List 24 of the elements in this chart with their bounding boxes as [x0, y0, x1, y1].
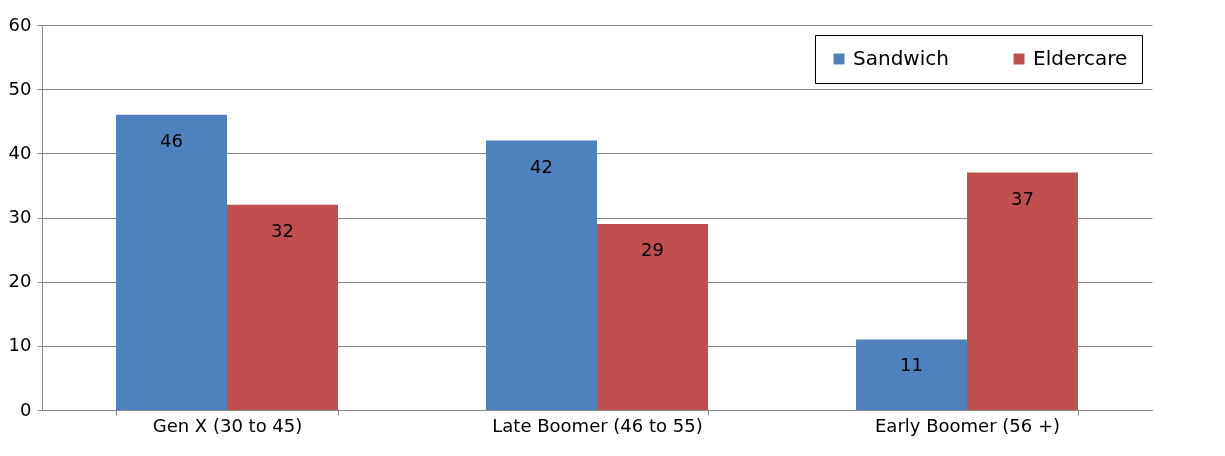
y-tick-label: 60 — [8, 13, 32, 35]
legend-label: Eldercare — [1033, 46, 1128, 70]
bar — [486, 140, 597, 410]
x-tick-label: Gen X (30 to 45) — [152, 414, 303, 436]
legend-label: Sandwich — [853, 46, 949, 70]
data-label: 32 — [271, 219, 294, 241]
y-tick-label: 0 — [20, 398, 32, 420]
data-label: 29 — [641, 238, 664, 260]
bar — [597, 223, 708, 410]
bar — [227, 204, 338, 410]
bar — [116, 114, 227, 410]
y-tick-label: 50 — [8, 77, 32, 99]
data-label: 11 — [900, 354, 923, 376]
x-tick-label: Late Boomer (46 to 55) — [492, 414, 703, 436]
data-label: 42 — [530, 155, 553, 177]
y-tick-label: 10 — [8, 334, 32, 356]
data-label: 46 — [160, 129, 183, 151]
y-tick-label: 30 — [8, 206, 32, 227]
data-label: 37 — [1011, 187, 1034, 209]
y-tick-label: 20 — [8, 270, 32, 292]
y-tick-label: 40 — [8, 141, 32, 163]
bar — [967, 172, 1078, 410]
bar — [856, 339, 967, 410]
x-tick-label: Early Boomer (56 +) — [874, 414, 1061, 436]
